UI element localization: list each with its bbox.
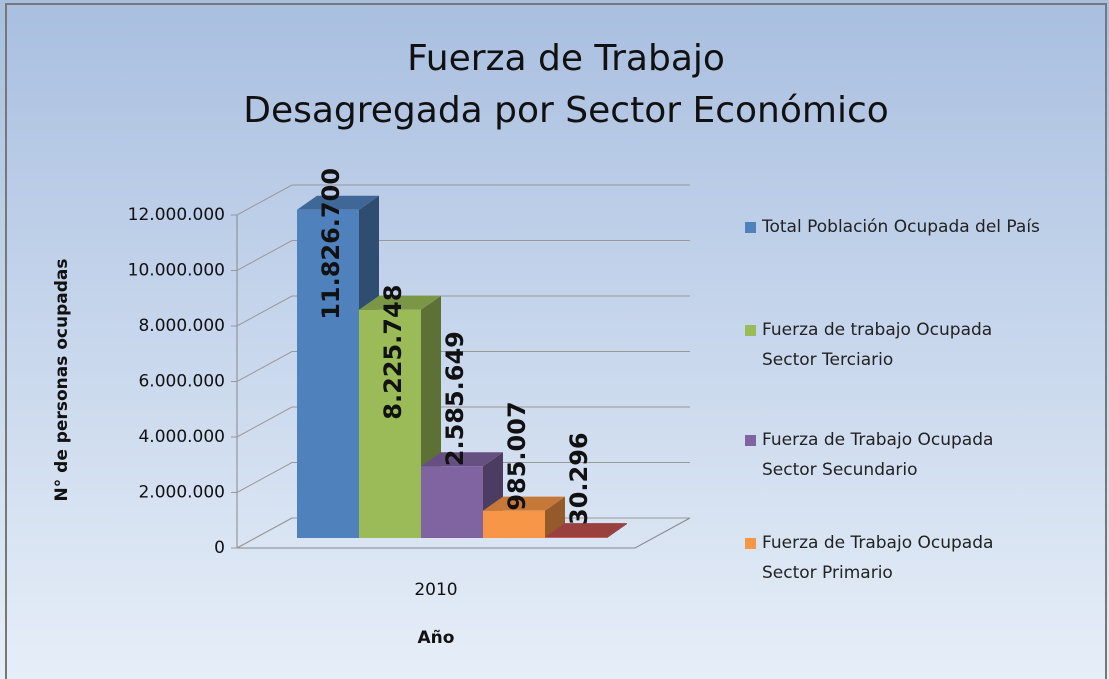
bar bbox=[421, 466, 483, 538]
legend-swatch bbox=[745, 325, 756, 336]
legend-label: Fuerza de Trabajo Ocupada Sector Primari… bbox=[762, 533, 994, 583]
bar bbox=[359, 309, 421, 538]
x-axis-label: Año bbox=[418, 628, 455, 648]
bar-side bbox=[545, 496, 565, 538]
y-tick-label: 8.000.000 bbox=[138, 316, 225, 336]
legend-item: Fuerza de Trabajo Ocupada Sector Secunda… bbox=[745, 425, 1042, 485]
legend-swatch bbox=[745, 435, 756, 446]
grid-line bbox=[231, 184, 690, 216]
legend-item: Fuerza de Trabajo Ocupada Sector Primari… bbox=[745, 528, 1042, 588]
grid-line bbox=[231, 351, 690, 382]
data-label: 8.225.748 bbox=[379, 285, 407, 420]
border bbox=[5, 3, 1107, 679]
legend-item: Fuerza de trabajo Ocupada Sector Terciar… bbox=[745, 315, 1042, 375]
legend-swatch bbox=[745, 538, 756, 549]
y-axis-label: N° de personas ocupadas bbox=[52, 258, 72, 501]
grid-line bbox=[231, 240, 690, 271]
bar-top bbox=[483, 496, 565, 511]
legend-item: Total Población Ocupada del País bbox=[745, 212, 1082, 242]
bar-top bbox=[297, 195, 379, 210]
x-tick-label: 2010 bbox=[414, 580, 457, 600]
chart-title: Desagregada por Sector Económico bbox=[243, 90, 889, 131]
y-tick-label: 10.000.000 bbox=[128, 261, 225, 281]
grid-line bbox=[231, 295, 690, 327]
bar bbox=[483, 510, 545, 538]
y-tick-label: 0 bbox=[214, 538, 225, 558]
bar-top bbox=[545, 523, 627, 538]
grid-line bbox=[231, 406, 690, 438]
bar-top bbox=[421, 452, 503, 467]
chart-title: Fuerza de Trabajo bbox=[407, 38, 725, 79]
bar bbox=[545, 537, 607, 538]
bar-side bbox=[607, 523, 627, 538]
data-label: 30.296 bbox=[565, 432, 593, 525]
data-label: 11.826.700 bbox=[317, 168, 345, 320]
data-label: 985.007 bbox=[503, 401, 531, 510]
y-tick-label: 2.000.000 bbox=[138, 483, 225, 503]
y-tick-label: 4.000.000 bbox=[138, 427, 225, 447]
legend-label: Fuerza de trabajo Ocupada Sector Terciar… bbox=[762, 320, 993, 370]
y-tick-label: 12.000.000 bbox=[128, 205, 225, 225]
legend-label: Total Población Ocupada del País bbox=[762, 217, 1040, 237]
legend-label: Fuerza de Trabajo Ocupada Sector Secunda… bbox=[762, 430, 994, 480]
legend-swatch bbox=[745, 222, 756, 233]
data-label: 2.585.649 bbox=[441, 331, 469, 466]
bar-top bbox=[359, 295, 441, 310]
y-tick-label: 6.000.000 bbox=[138, 372, 225, 392]
bar bbox=[297, 209, 359, 538]
